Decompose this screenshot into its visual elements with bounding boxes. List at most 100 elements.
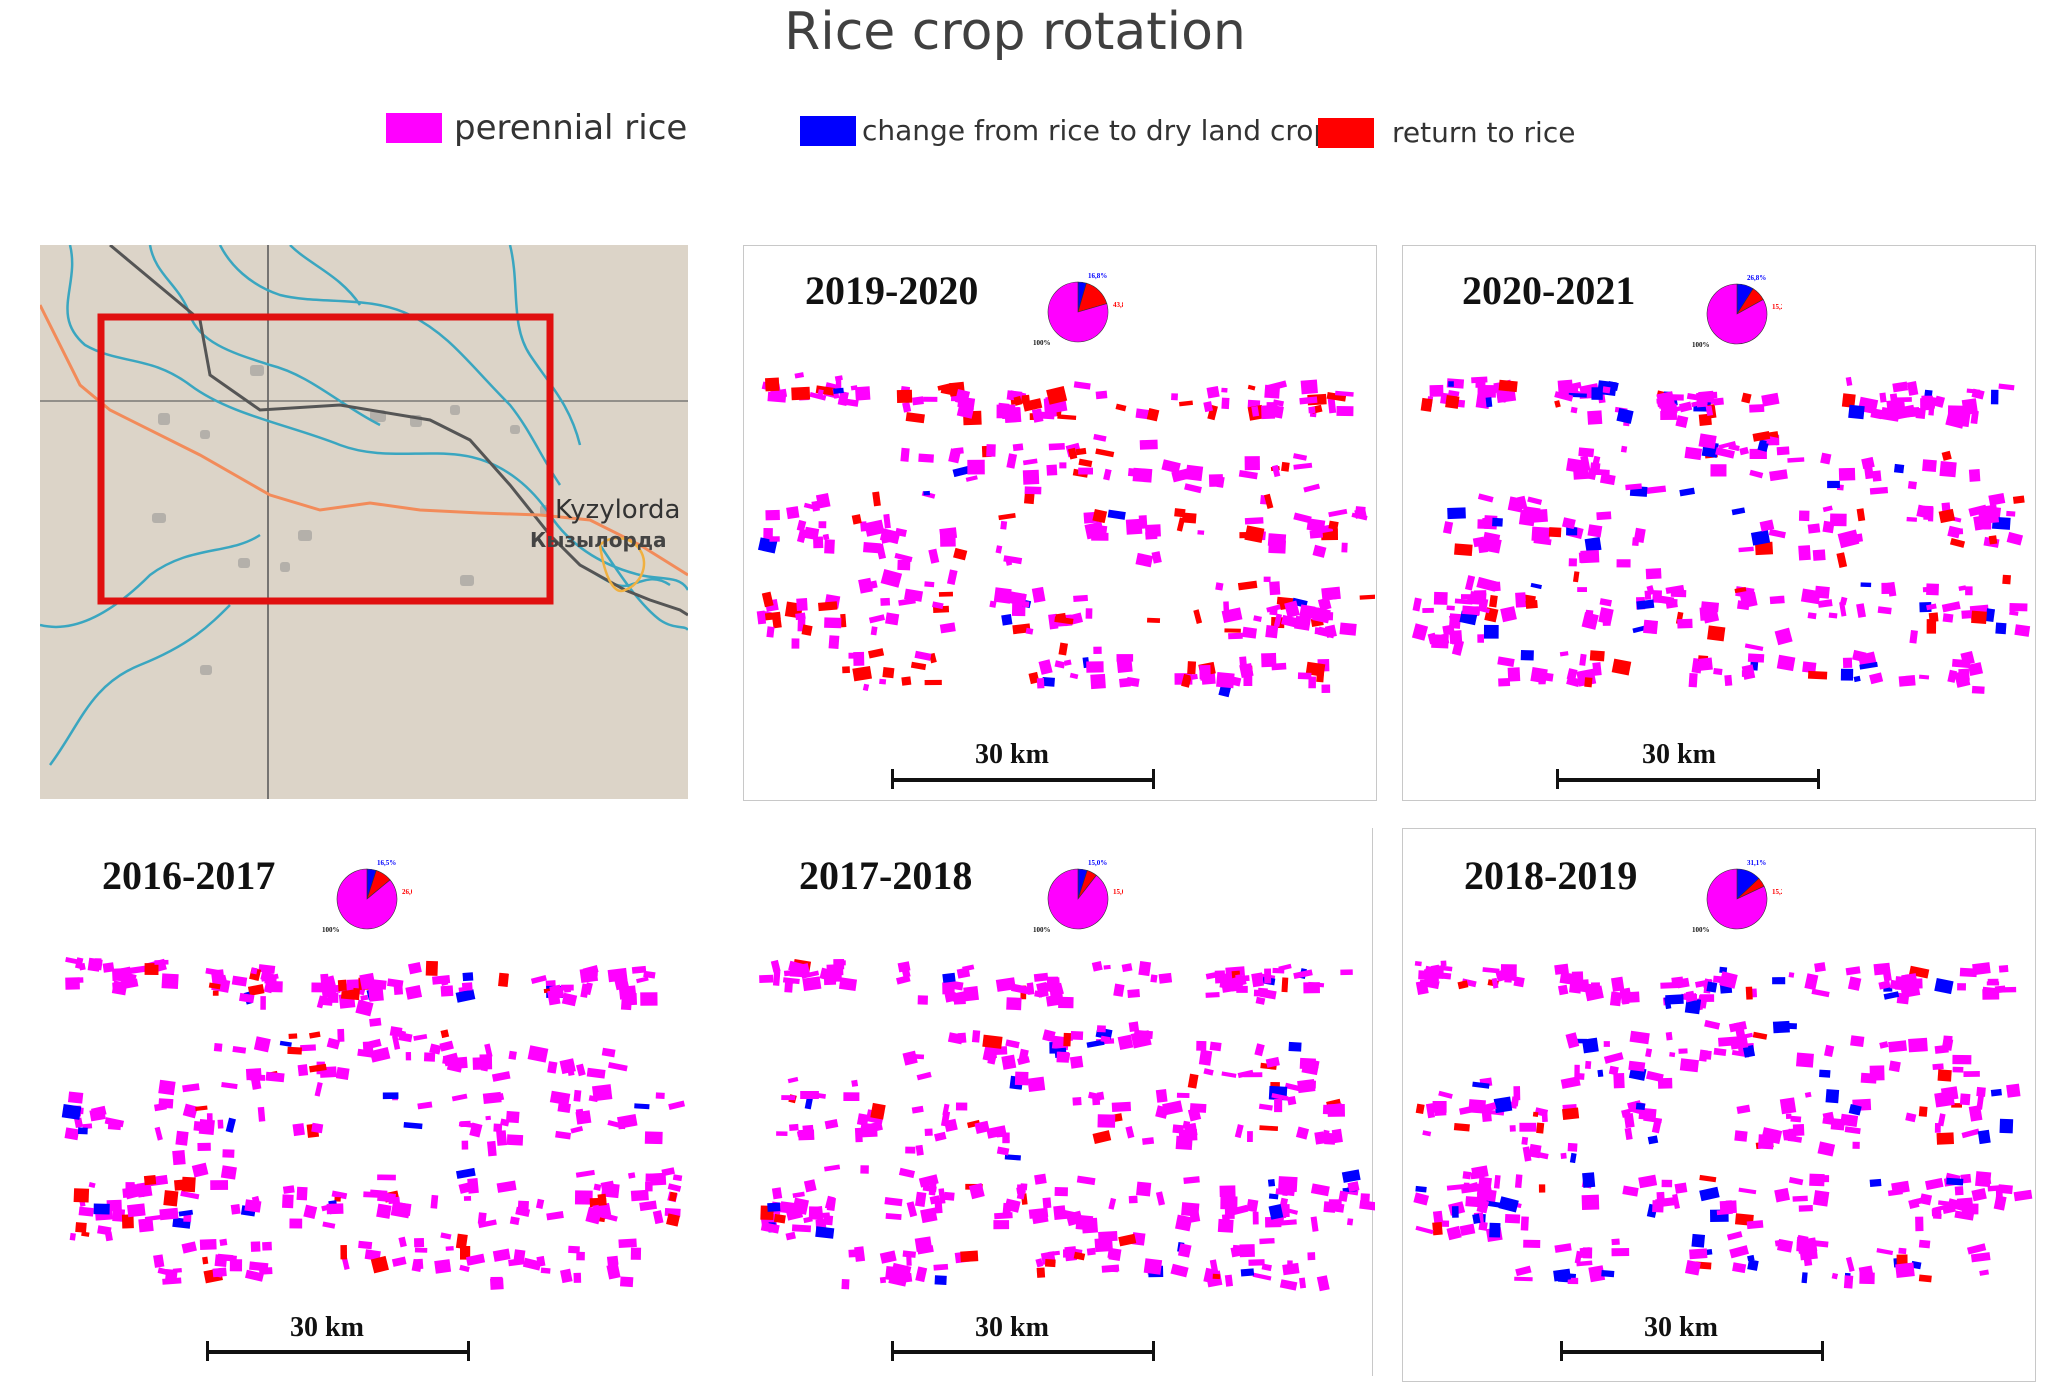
field-patch <box>249 1074 266 1081</box>
panel-field-map <box>1413 960 2033 1289</box>
legend-label: perennial rice <box>454 108 688 148</box>
field-patch <box>535 1198 545 1209</box>
field-patch <box>655 1092 665 1099</box>
field-patch <box>864 519 885 537</box>
field-patch <box>1798 510 1810 522</box>
field-patch <box>574 1190 593 1205</box>
field-patch <box>1842 657 1853 668</box>
field-patch <box>1221 1071 1237 1078</box>
field-patch <box>1485 1200 1501 1208</box>
field-patch <box>1746 1220 1764 1230</box>
field-patch <box>1138 961 1152 977</box>
field-patch <box>1063 1249 1069 1258</box>
field-patch <box>1513 976 1525 988</box>
field-patch <box>1462 1171 1472 1180</box>
field-patch <box>856 1113 869 1126</box>
field-patch <box>1798 545 1811 561</box>
field-patch <box>1840 668 1854 681</box>
field-patch <box>1532 1111 1539 1117</box>
field-patch <box>1970 410 1979 425</box>
field-patch <box>1698 433 1717 449</box>
field-patch <box>1217 1218 1234 1233</box>
field-patch <box>1035 1258 1044 1268</box>
field-patch <box>1462 605 1481 616</box>
field-patch <box>826 1197 837 1211</box>
field-patch <box>1146 408 1160 422</box>
field-patch <box>1774 1187 1791 1203</box>
field-patch <box>1519 1122 1537 1132</box>
field-patch <box>1584 677 1593 688</box>
field-patch <box>1000 520 1008 530</box>
field-patch <box>1934 978 1954 995</box>
field-patch <box>440 1029 450 1039</box>
field-patch <box>1238 470 1258 480</box>
field-patch <box>1183 1176 1200 1184</box>
field-patch <box>1093 433 1107 442</box>
field-patch <box>1096 1025 1106 1033</box>
field-patch <box>879 1250 897 1264</box>
field-patch <box>222 1149 235 1158</box>
field-patch <box>1198 1049 1213 1066</box>
field-patch <box>1281 614 1298 628</box>
field-patch <box>1995 622 2007 635</box>
field-patch <box>824 539 835 554</box>
field-patch <box>791 1224 812 1233</box>
field-patch <box>785 1206 804 1221</box>
field-patch <box>1597 1069 1604 1078</box>
field-patch <box>943 1191 955 1201</box>
field-patch <box>879 528 901 545</box>
field-patch <box>1264 493 1274 509</box>
field-patch <box>794 372 805 379</box>
field-patch <box>940 532 956 547</box>
field-patch <box>917 995 928 1005</box>
pie-label-return-to-rice: 15,2% <box>1772 303 1782 311</box>
field-patch <box>250 967 258 975</box>
field-patch <box>1589 462 1601 475</box>
field-patch <box>1713 397 1724 406</box>
field-patch <box>597 1193 607 1206</box>
pie-label-dry-land: 31,1% <box>1747 859 1766 867</box>
field-patch <box>634 1103 650 1110</box>
field-patch <box>1161 459 1181 474</box>
field-patch <box>1656 1191 1665 1204</box>
field-patch <box>1831 1272 1839 1280</box>
field-patch <box>1293 512 1312 524</box>
field-patch <box>1882 967 1892 982</box>
field-patch <box>1034 990 1043 998</box>
field-patch <box>786 506 800 520</box>
field-patch <box>1684 1260 1701 1276</box>
field-patch <box>465 1253 486 1266</box>
field-patch <box>1759 519 1775 532</box>
field-patch <box>1493 1175 1501 1189</box>
field-patch <box>1187 1073 1199 1089</box>
field-patch <box>1481 538 1491 550</box>
field-patch <box>1571 971 1584 984</box>
field-patch <box>883 513 891 529</box>
field-patch <box>358 1240 373 1250</box>
field-patch <box>1338 1190 1349 1202</box>
field-patch <box>1515 592 1527 608</box>
field-patch <box>1013 395 1023 406</box>
field-patch <box>1422 607 1434 613</box>
field-patch <box>1281 977 1289 993</box>
field-patch <box>761 611 781 621</box>
field-patch <box>1915 1216 1924 1232</box>
legend-label: change from rice to dry land crop <box>862 114 1332 147</box>
field-patch <box>1959 967 1977 978</box>
field-patch <box>1171 393 1178 401</box>
field-patch <box>1718 441 1736 450</box>
field-patch <box>803 1179 817 1193</box>
field-patch <box>1346 1218 1354 1226</box>
field-patch <box>1893 463 1905 474</box>
field-patch <box>1286 1095 1297 1106</box>
field-patch <box>1458 1105 1476 1115</box>
field-patch <box>1033 972 1049 982</box>
field-patch <box>1016 1189 1026 1200</box>
field-patch <box>1752 1031 1768 1040</box>
field-patch <box>1887 581 1897 597</box>
field-patch <box>1879 1041 1889 1049</box>
field-patch <box>1812 1190 1830 1207</box>
field-patch <box>1058 996 1074 1009</box>
field-patch <box>1247 384 1256 391</box>
field-patch <box>455 1233 468 1250</box>
